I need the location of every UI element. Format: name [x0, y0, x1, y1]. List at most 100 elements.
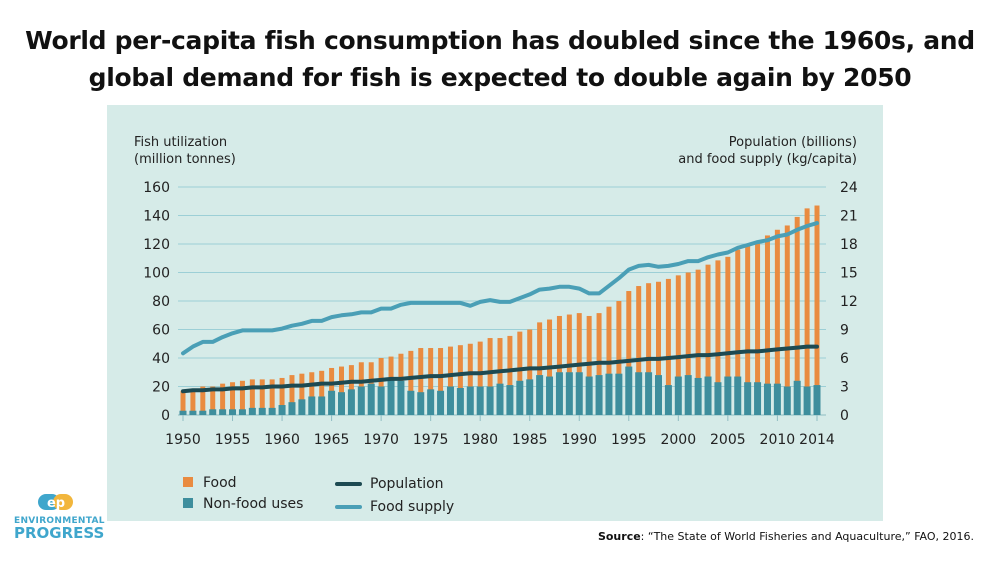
bar-nonfood [338, 392, 345, 415]
bar-nonfood [694, 377, 702, 415]
bar-nonfood [546, 376, 554, 415]
bar-food [705, 264, 711, 415]
bar-food [665, 278, 671, 415]
bar-food [220, 383, 226, 415]
bar-nonfood [308, 396, 316, 415]
bar-food [755, 243, 761, 415]
bar-nonfood [486, 386, 494, 415]
logo-line-2: PROGRESS [14, 524, 105, 542]
bar-food [636, 286, 642, 415]
bar-food [507, 335, 513, 415]
bar-nonfood [417, 392, 425, 415]
left-tick-label: 160 [143, 180, 170, 196]
environmental-progress-logo: ep ENVIRONMENTAL PROGRESS [14, 492, 105, 542]
bar-food [200, 386, 206, 415]
bar-nonfood [793, 380, 801, 415]
bar-food [438, 348, 444, 415]
x-tick-label: 1960 [264, 432, 300, 448]
bar-food [249, 379, 255, 415]
bar-nonfood [258, 407, 266, 415]
bar-nonfood [466, 386, 474, 415]
bar-food [190, 389, 196, 415]
bar-nonfood [318, 396, 326, 415]
bar-nonfood [674, 376, 682, 415]
bar-food [735, 249, 741, 415]
bar-food [794, 216, 800, 415]
bar-food [230, 382, 236, 415]
bar-food [527, 329, 533, 415]
bar-nonfood [565, 372, 573, 415]
right-axis-label-1: Population (billions) [729, 135, 857, 150]
bars [179, 205, 821, 415]
right-tick-label: 9 [840, 323, 849, 339]
bar-nonfood [199, 410, 207, 415]
x-tick-label: 1985 [512, 432, 548, 448]
bar-nonfood [229, 409, 237, 415]
x-tick-label: 1975 [413, 432, 449, 448]
bar-food [180, 390, 186, 415]
bar-nonfood [268, 407, 276, 415]
right-tick-label: 0 [840, 408, 849, 424]
bar-nonfood [645, 372, 653, 415]
left-tick-label: 0 [161, 408, 170, 424]
bar-food [814, 205, 820, 415]
bar-nonfood [635, 372, 643, 415]
x-tick-label: 1990 [561, 432, 597, 448]
x-tick-label: 1995 [611, 432, 647, 448]
bar-nonfood [288, 402, 296, 415]
bar-nonfood [397, 380, 405, 415]
legend-label-food-supply: Food supply [370, 499, 454, 515]
x-tick-label: 1965 [314, 432, 350, 448]
bar-nonfood [298, 399, 306, 415]
legend-swatch-nonfood [183, 498, 193, 508]
bar-nonfood [377, 386, 385, 415]
bar-nonfood [248, 407, 256, 415]
legend: Food Non-food uses Population Food suppl… [183, 475, 454, 515]
left-axis-label-1: Fish utilization [134, 135, 227, 150]
bar-nonfood [813, 385, 821, 415]
right-tick-label: 6 [840, 351, 849, 367]
bar-nonfood [238, 409, 246, 415]
bar-nonfood [714, 382, 722, 415]
bar-food [626, 291, 632, 415]
bar-nonfood [744, 382, 752, 415]
bar-food [764, 235, 770, 415]
ticks: 0 20 40 60 80 100 120 140 160 0 3 6 9 12 15 18 21 24 1950 1… [143, 180, 858, 448]
bar-food [616, 301, 622, 415]
bar-food [467, 343, 473, 415]
bar-food [447, 346, 453, 415]
bar-food [457, 345, 463, 415]
bar-nonfood [803, 386, 811, 415]
bar-nonfood [754, 382, 762, 415]
bar-food [517, 331, 523, 415]
left-tick-label: 20 [152, 380, 170, 396]
x-tick-label: 2005 [710, 432, 746, 448]
bar-food [646, 283, 652, 415]
logo-line-1: ENVIRONMENTAL [14, 516, 105, 526]
bar-food [339, 366, 344, 415]
bar-nonfood [763, 383, 771, 415]
bar-food [289, 375, 295, 415]
bar-nonfood [724, 376, 732, 415]
bar-nonfood [516, 380, 524, 415]
right-tick-label: 12 [840, 294, 858, 310]
x-tick-label: 1980 [462, 432, 498, 448]
bar-food [418, 348, 424, 415]
lines [181, 221, 819, 394]
left-tick-label: 40 [152, 351, 170, 367]
bar-food [428, 348, 434, 415]
bar-nonfood [595, 375, 603, 415]
bar-food [715, 260, 721, 415]
bar-nonfood [555, 372, 563, 415]
left-tick-label: 80 [152, 294, 170, 310]
x-tick-label: 1955 [215, 432, 251, 448]
bar-nonfood [219, 409, 227, 415]
bar-food [477, 341, 483, 415]
bar-nonfood [615, 373, 623, 415]
bar-food [319, 370, 325, 415]
right-tick-label: 3 [840, 380, 849, 396]
bar-food [695, 269, 701, 415]
bar-nonfood [476, 386, 484, 415]
x-tick-label: 2010 [760, 432, 796, 448]
x-tick-label: 1970 [363, 432, 399, 448]
